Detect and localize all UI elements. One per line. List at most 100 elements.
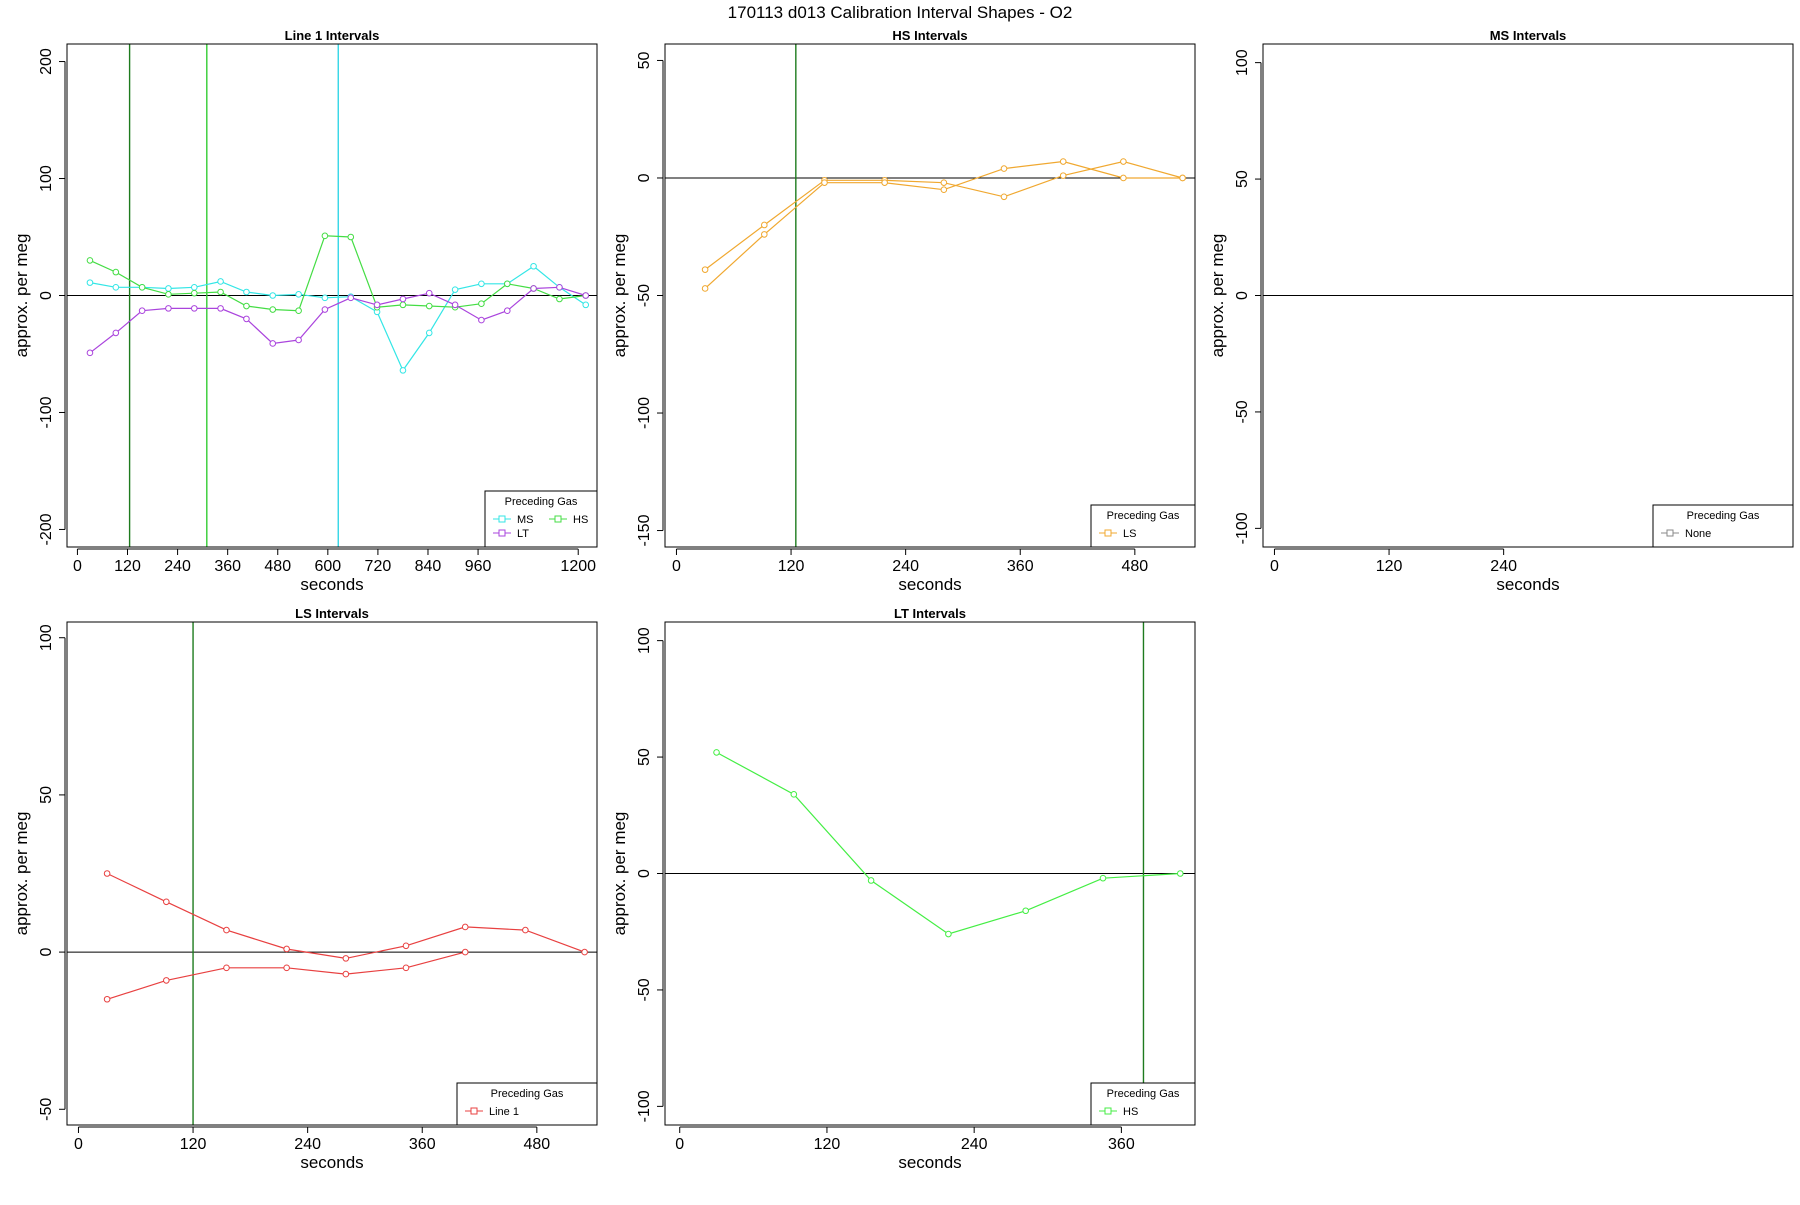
data-point <box>283 964 290 972</box>
data-point <box>503 280 511 288</box>
x-axis-label: seconds <box>300 575 363 594</box>
x-axis-label: seconds <box>300 1153 363 1172</box>
y-tick-label: 50 <box>636 51 653 69</box>
x-tick-label: 120 <box>778 558 805 575</box>
chart-title: LS Intervals <box>295 606 369 621</box>
data-point <box>399 295 407 303</box>
data-point <box>243 288 250 296</box>
data-point <box>761 231 768 238</box>
legend-swatch-marker <box>498 515 506 523</box>
data-point <box>86 349 94 357</box>
data-point <box>399 301 407 309</box>
legend-swatch-marker <box>498 529 506 537</box>
data-point <box>112 284 120 291</box>
legend: Preceding Gas LS <box>1090 504 1196 548</box>
data-point <box>425 289 433 297</box>
data-point <box>582 301 590 309</box>
y-tick-label: 50 <box>38 786 55 804</box>
x-tick-label: 0 <box>74 1136 83 1153</box>
data-point <box>701 266 709 273</box>
x-tick-label: 240 <box>294 1136 321 1153</box>
legend-entry-label: HS <box>573 514 588 526</box>
data-point <box>522 926 529 934</box>
x-tick-label: 0 <box>73 558 82 575</box>
plot-frame <box>664 621 1196 1126</box>
series-line-line-1 <box>106 951 466 1000</box>
y-axis-label: approx. per meg <box>12 234 31 358</box>
x-tick-label: 120 <box>114 558 141 575</box>
data-point <box>86 279 94 286</box>
legend-entry-label: HS <box>1123 1106 1138 1118</box>
data-point <box>103 870 111 877</box>
chart-title: HS Intervals <box>892 28 967 43</box>
x-tick-label: 480 <box>1121 558 1148 575</box>
data-point <box>373 301 381 309</box>
y-tick-label: 100 <box>1234 49 1251 76</box>
page-title: 170113 d013 Calibration Interval Shapes … <box>728 3 1073 22</box>
y-tick-label: 0 <box>38 291 55 300</box>
series-line-ms <box>89 265 587 372</box>
data-point <box>1059 172 1067 179</box>
y-axis-label: approx. per meg <box>610 234 629 358</box>
data-point <box>478 280 485 288</box>
data-point <box>867 877 875 884</box>
data-point <box>295 307 302 315</box>
x-tick-label: 600 <box>314 558 341 575</box>
data-point <box>399 367 407 374</box>
y-tick-label: 50 <box>1234 170 1251 188</box>
legend-swatch-marker <box>470 1107 478 1115</box>
y-tick-label: 0 <box>38 948 55 957</box>
data-point <box>138 284 146 291</box>
legend-swatch-marker <box>1666 529 1674 537</box>
x-tick-label: 0 <box>672 558 681 575</box>
data-point <box>295 291 302 298</box>
y-tick-label: 100 <box>38 624 55 651</box>
y-tick-label: -50 <box>636 284 653 307</box>
y-tick-label: 100 <box>636 627 653 654</box>
data-point <box>342 955 350 962</box>
legend-title: Preceding Gas <box>491 1088 564 1100</box>
data-point <box>190 289 198 297</box>
legend-title: Preceding Gas <box>1107 1088 1180 1100</box>
legend-box <box>1090 504 1196 548</box>
data-point <box>86 257 94 264</box>
data-point <box>556 295 563 303</box>
data-point <box>1000 165 1008 172</box>
legend-entry-label: None <box>1685 528 1711 540</box>
data-point <box>945 930 952 938</box>
data-point <box>163 898 170 906</box>
y-tick-label: -100 <box>636 397 653 429</box>
y-tick-label: 0 <box>1234 291 1251 300</box>
x-tick-label: 360 <box>1108 1136 1135 1153</box>
data-point <box>940 179 948 186</box>
data-point <box>112 329 120 337</box>
data-point <box>243 315 250 323</box>
y-tick-label: -200 <box>38 513 55 545</box>
data-point <box>138 307 146 315</box>
data-point <box>761 221 768 229</box>
y-tick-label: -100 <box>1234 512 1251 544</box>
data-point <box>342 970 350 978</box>
legend: Preceding Gas Line 1 <box>456 1082 598 1126</box>
data-point <box>582 292 590 299</box>
data-point <box>1059 158 1067 165</box>
legend-title: Preceding Gas <box>1107 510 1180 522</box>
x-tick-label: 480 <box>523 1136 550 1153</box>
data-point <box>1120 158 1127 165</box>
x-tick-label: 0 <box>1270 558 1279 575</box>
data-layer <box>701 158 1186 292</box>
series-line-lt <box>89 286 586 354</box>
legend-box <box>456 1082 598 1126</box>
data-point <box>1022 907 1029 915</box>
data-point <box>1000 193 1008 201</box>
data-point <box>821 179 828 186</box>
x-tick-label: 120 <box>814 1136 841 1153</box>
y-tick-label: -100 <box>38 396 55 428</box>
x-axis-label: seconds <box>898 1153 961 1172</box>
y-tick-label: -150 <box>636 514 653 546</box>
data-point <box>321 294 329 302</box>
legend-title: Preceding Gas <box>505 496 578 508</box>
plot-frame <box>66 621 598 1126</box>
x-tick-label: 1200 <box>560 558 596 575</box>
